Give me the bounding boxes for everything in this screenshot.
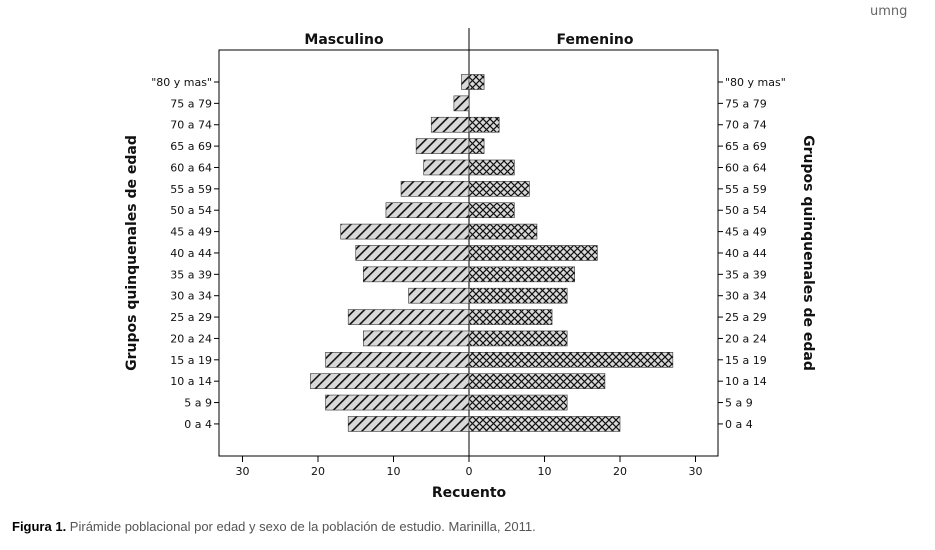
y-tick-label-left-10: 30 a 34 <box>170 290 212 303</box>
y-axis-title-left: Grupos quinquenales de edad <box>124 135 140 371</box>
bar-masculino-1 <box>453 95 470 112</box>
y-tick-label-right-6: 50 a 54 <box>725 204 767 217</box>
y-tick-label-right-7: 45 a 49 <box>725 226 767 239</box>
bar-masculino-10 <box>408 287 470 304</box>
bar-femenino-5 <box>468 181 530 197</box>
y-tick-label-right-5: 55 a 59 <box>725 183 767 196</box>
bar-femenino-0 <box>468 74 485 90</box>
bar-masculino-4 <box>423 159 470 176</box>
y-tick-label-left-15: 5 a 9 <box>184 397 212 410</box>
caption-text: Pirámide poblacional por edad y sexo de … <box>66 519 536 534</box>
bar-masculino-15 <box>325 394 470 411</box>
figure-caption: Figura 1. Pirámide poblacional por edad … <box>12 519 536 534</box>
x-tick-label-3: 0 <box>466 465 473 478</box>
y-tick-label-left-11: 25 a 29 <box>170 311 212 324</box>
y-tick-label-left-3: 65 a 69 <box>170 140 212 153</box>
y-tick-label-left-1: 75 a 79 <box>170 97 212 110</box>
bar-masculino-3 <box>415 138 470 154</box>
bar-femenino-6 <box>468 202 515 219</box>
y-tick-label-left-16: 0 a 4 <box>184 418 212 431</box>
y-tick-label-right-0: "80 y mas" <box>725 76 786 89</box>
series-title-masculino: Masculino <box>304 32 384 48</box>
y-tick-label-right-11: 25 a 29 <box>725 311 767 324</box>
y-tick-label-right-4: 60 a 64 <box>725 161 767 174</box>
x-tick-label-5: 20 <box>613 465 627 478</box>
population-pyramid-chart: Masculino Femenino "80 y mas" "80 y mas" 7… <box>124 28 816 501</box>
bar-masculino-0 <box>461 74 470 90</box>
bar-femenino-7 <box>468 223 538 240</box>
bar-femenino-4 <box>468 159 515 176</box>
y-tick-label-left-2: 70 a 74 <box>170 119 212 132</box>
y-tick-label-left-14: 10 a 14 <box>170 375 212 388</box>
bar-femenino-2 <box>468 116 500 133</box>
y-tick-label-right-10: 30 a 34 <box>725 290 767 303</box>
bar-masculino-16 <box>347 416 470 432</box>
x-tick-label-0: 30 <box>236 465 250 478</box>
x-tick-label-2: 10 <box>387 465 401 478</box>
bar-masculino-13 <box>325 352 470 368</box>
bar-femenino-9 <box>468 266 575 283</box>
y-tick-label-left-5: 55 a 59 <box>170 183 212 196</box>
y-tick-label-left-4: 60 a 64 <box>170 161 212 174</box>
bar-femenino-8 <box>468 245 598 261</box>
x-tick-label-4: 10 <box>538 465 552 478</box>
bar-masculino-12 <box>362 330 470 347</box>
bar-masculino-2 <box>430 116 470 133</box>
bar-femenino-15 <box>468 394 568 411</box>
bars-group <box>310 74 674 432</box>
y-tick-label-left-6: 50 a 54 <box>170 204 212 217</box>
y-tick-label-right-8: 40 a 44 <box>725 247 767 260</box>
series-title-femenino: Femenino <box>557 32 634 48</box>
y-tick-label-right-14: 10 a 14 <box>725 375 767 388</box>
x-axis-title: Recuento <box>432 485 507 501</box>
y-tick-label-left-7: 45 a 49 <box>170 226 212 239</box>
y-tick-label-right-9: 35 a 39 <box>725 268 767 281</box>
bar-masculino-6 <box>385 202 470 219</box>
y-tick-label-right-3: 65 a 69 <box>725 140 767 153</box>
y-tick-label-right-2: 70 a 74 <box>725 119 767 132</box>
bar-masculino-9 <box>362 266 470 283</box>
caption-label: Figura 1. <box>12 519 67 534</box>
y-tick-label-right-1: 75 a 79 <box>725 97 767 110</box>
bar-masculino-11 <box>347 309 470 325</box>
y-tick-label-left-8: 40 a 44 <box>170 247 212 260</box>
bar-femenino-13 <box>468 352 674 368</box>
bar-femenino-14 <box>468 373 606 389</box>
y-tick-label-left-0: "80 y mas" <box>151 76 212 89</box>
x-tick-label-6: 30 <box>689 465 703 478</box>
bar-masculino-5 <box>400 181 470 197</box>
x-tick-label-1: 20 <box>311 465 325 478</box>
y-tick-label-left-13: 15 a 19 <box>170 354 212 367</box>
bar-femenino-12 <box>468 330 568 347</box>
ticks-group: "80 y mas" "80 y mas" 75 a 79 75 a 79 70 a 7… <box>151 76 786 478</box>
bar-masculino-14 <box>310 373 470 389</box>
bar-femenino-10 <box>468 287 568 304</box>
y-tick-label-left-9: 35 a 39 <box>170 268 212 281</box>
y-tick-label-right-12: 20 a 24 <box>725 332 767 345</box>
y-axis-title-right: Grupos quinquenales de edad <box>800 135 816 371</box>
bar-femenino-3 <box>468 138 485 154</box>
bar-masculino-8 <box>355 245 470 261</box>
bar-masculino-7 <box>340 223 470 240</box>
y-tick-label-right-16: 0 a 4 <box>725 418 753 431</box>
bar-femenino-11 <box>468 309 553 325</box>
y-tick-label-left-12: 20 a 24 <box>170 332 212 345</box>
bar-femenino-16 <box>468 416 621 432</box>
y-tick-label-right-13: 15 a 19 <box>725 354 767 367</box>
logo-text: umng <box>870 4 908 19</box>
y-tick-label-right-15: 5 a 9 <box>725 397 753 410</box>
